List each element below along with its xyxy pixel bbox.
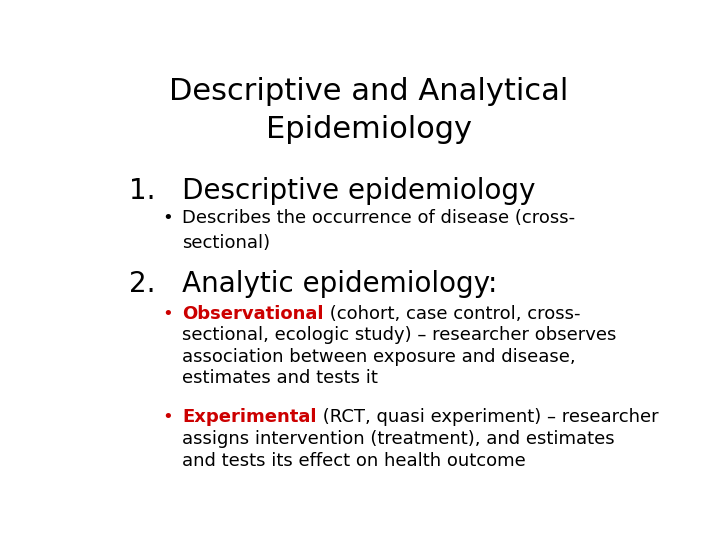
Text: Describes the occurrence of disease (cross-
sectional): Describes the occurrence of disease (cro…	[182, 210, 575, 252]
Text: (cohort, case control, cross-: (cohort, case control, cross-	[323, 305, 580, 322]
Text: association between exposure and disease,: association between exposure and disease…	[182, 348, 576, 366]
Text: •: •	[163, 305, 174, 322]
Text: •: •	[163, 210, 174, 227]
Text: Experimental: Experimental	[182, 408, 317, 427]
Text: and tests its effect on health outcome: and tests its effect on health outcome	[182, 451, 526, 470]
Text: assigns intervention (treatment), and estimates: assigns intervention (treatment), and es…	[182, 430, 615, 448]
Text: 2.   Analytic epidemiology:: 2. Analytic epidemiology:	[129, 270, 498, 298]
Text: (RCT, quasi experiment) – researcher: (RCT, quasi experiment) – researcher	[317, 408, 658, 427]
Text: Observational: Observational	[182, 305, 323, 322]
Text: Descriptive and Analytical
Epidemiology: Descriptive and Analytical Epidemiology	[169, 77, 569, 145]
Text: •: •	[163, 408, 174, 427]
Text: estimates and tests it: estimates and tests it	[182, 369, 378, 388]
Text: 1.   Descriptive epidemiology: 1. Descriptive epidemiology	[129, 177, 536, 205]
Text: sectional, ecologic study) – researcher observes: sectional, ecologic study) – researcher …	[182, 326, 616, 345]
